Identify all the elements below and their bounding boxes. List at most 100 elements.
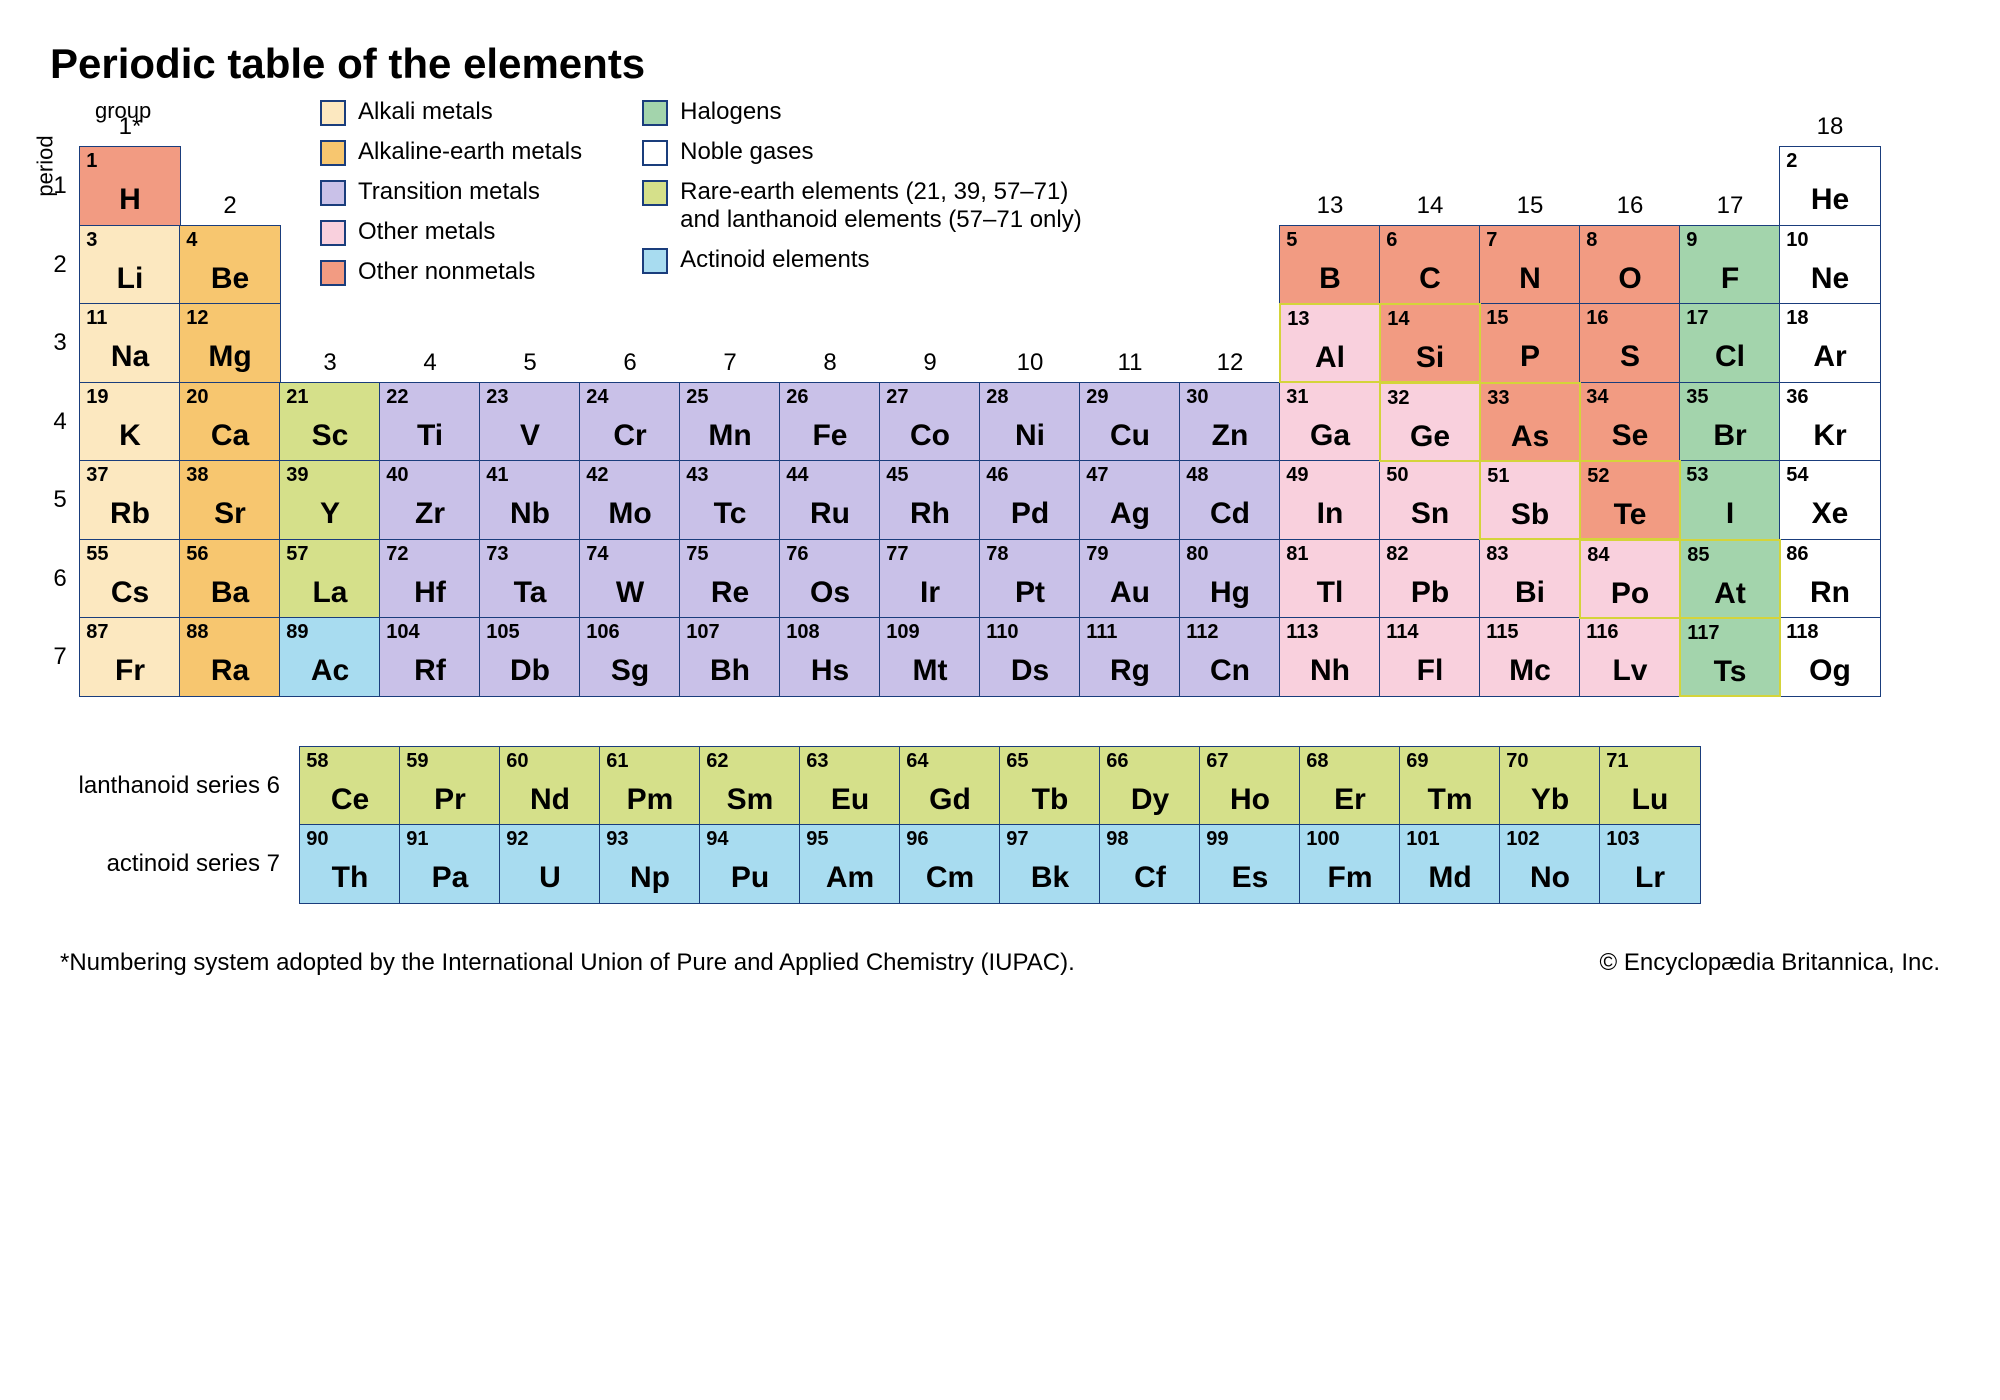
element-symbol: Cd: [1186, 497, 1274, 531]
element-Rf: 104Rf: [379, 617, 481, 697]
element-Os: 76Os: [779, 539, 881, 619]
atomic-number: 28: [986, 387, 1074, 407]
element-symbol: U: [506, 861, 594, 895]
atomic-number: 35: [1686, 387, 1774, 407]
atomic-number: 93: [606, 829, 694, 849]
element-symbol: Ir: [886, 576, 974, 610]
element-Bi: 83Bi: [1479, 539, 1581, 619]
element-O: 8O: [1579, 225, 1681, 305]
element-Kr: 36Kr: [1779, 382, 1881, 462]
atomic-number: 13: [1287, 309, 1373, 329]
element-Rh: 45Rh: [879, 460, 981, 540]
element-Hs: 108Hs: [779, 617, 881, 697]
legend-swatch: [320, 220, 346, 246]
copyright-text: © Encyclopædia Britannica, Inc.: [1599, 949, 1940, 977]
element-Ar: 18Ar: [1779, 303, 1881, 383]
element-symbol: Gd: [906, 783, 994, 817]
element-Po: 84Po: [1579, 539, 1681, 619]
element-At: 85 At: [1679, 539, 1781, 619]
element-Ti: 22Ti: [379, 382, 481, 462]
atomic-number: 90: [306, 829, 394, 849]
element-Yb: 70Yb: [1499, 746, 1601, 826]
legend-label: Transition metals: [358, 178, 540, 206]
element-Bk: 97Bk: [999, 824, 1101, 904]
atomic-number: 84: [1587, 545, 1673, 565]
element-Li: 3Li: [79, 225, 181, 305]
element-symbol: Es: [1206, 861, 1294, 895]
legend-swatch: [642, 140, 668, 166]
group-label-15: 15: [1480, 192, 1580, 226]
element-symbol: Rn: [1786, 576, 1874, 610]
element-symbol: Fr: [86, 654, 174, 688]
period-label-4: 4: [40, 408, 80, 436]
element-symbol: Fe: [786, 419, 874, 453]
footnote-text: *Numbering system adopted by the Interna…: [60, 949, 1075, 977]
element-symbol: As: [1487, 420, 1573, 454]
atomic-number: 85: [1687, 545, 1773, 565]
element-symbol: P: [1486, 340, 1574, 374]
element-Cs: 55Cs: [79, 539, 181, 619]
atomic-number: 68: [1306, 751, 1394, 771]
group-label-3: 3: [280, 349, 380, 383]
element-No: 102No: [1499, 824, 1601, 904]
element-Tb: 65 Tb: [999, 746, 1101, 826]
atomic-number: 87: [86, 622, 174, 642]
element-Si: 14Si: [1379, 303, 1481, 383]
element-symbol: Mt: [886, 654, 974, 688]
atomic-number: 65: [1006, 751, 1094, 771]
element-symbol: Cf: [1106, 861, 1194, 895]
atomic-number: 63: [806, 751, 894, 771]
element-symbol: Re: [686, 576, 774, 610]
element-Eu: 63Eu: [799, 746, 901, 826]
element-symbol: Sg: [586, 654, 674, 688]
legend-label: Actinoid elements: [680, 246, 869, 274]
atomic-number: 15: [1486, 308, 1574, 328]
element-Ba: 56Ba: [179, 539, 281, 619]
element-Nd: 60Nd: [499, 746, 601, 826]
atomic-number: 25: [686, 387, 774, 407]
element-Cl: 17Cl: [1679, 303, 1781, 383]
element-symbol: Sn: [1386, 497, 1474, 531]
element-symbol: Np: [606, 861, 694, 895]
element-symbol: At: [1687, 577, 1773, 611]
atomic-number: 42: [586, 465, 674, 485]
element-Ac: 89Ac: [279, 617, 381, 697]
element-Ge: 32Ge: [1379, 382, 1481, 462]
atomic-number: 67: [1206, 751, 1294, 771]
atomic-number: 51: [1487, 466, 1573, 486]
element-symbol: Fm: [1306, 861, 1394, 895]
period-label-7: 7: [40, 643, 80, 671]
element-symbol: Md: [1406, 861, 1494, 895]
atomic-number: 22: [386, 387, 474, 407]
element-symbol: Pu: [706, 861, 794, 895]
atomic-number: 39: [286, 465, 374, 485]
atomic-number: 53: [1686, 465, 1774, 485]
group-label-10: 10: [980, 349, 1080, 383]
group-label-1: 1*: [80, 113, 180, 147]
element-symbol: Pt: [986, 576, 1074, 610]
element-Cd: 48Cd: [1179, 460, 1281, 540]
element-symbol: Xe: [1786, 497, 1874, 531]
element-Y: 39Y: [279, 460, 381, 540]
element-symbol: H: [86, 183, 174, 217]
atomic-number: 8: [1586, 230, 1674, 250]
element-Ga: 31Ga: [1279, 382, 1381, 462]
legend-item-other_nonmetal: Other nonmetals: [320, 258, 582, 286]
element-Sc: 21Sc: [279, 382, 381, 462]
element-Mo: 42Mo: [579, 460, 681, 540]
element-symbol: Pr: [406, 783, 494, 817]
element-symbol: Rf: [386, 654, 474, 688]
element-symbol: Am: [806, 861, 894, 895]
group-label-13: 13: [1280, 192, 1380, 226]
legend-item-halogen: Halogens: [642, 98, 1082, 126]
atomic-number: 79: [1086, 544, 1174, 564]
element-C: 6C: [1379, 225, 1481, 305]
element-F: 9F: [1679, 225, 1781, 305]
element-H: 1H: [79, 146, 181, 226]
atomic-number: 81: [1286, 544, 1374, 564]
element-symbol: Tb: [1006, 783, 1094, 817]
element-symbol: Nh: [1286, 654, 1374, 688]
period-label-1: 1: [40, 172, 80, 200]
element-Ne: 10Ne: [1779, 225, 1881, 305]
group-label-16: 16: [1580, 192, 1680, 226]
